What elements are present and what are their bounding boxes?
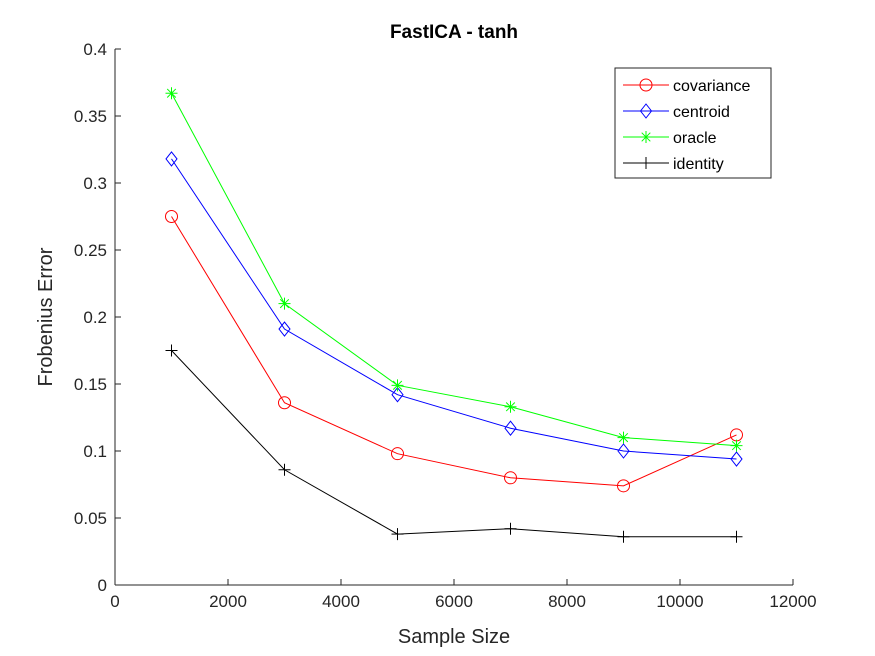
- y-tick-label: 0.15: [74, 375, 107, 394]
- data-point-oracle: [391, 379, 404, 392]
- legend-marker: [639, 78, 653, 92]
- data-point-covariance: [165, 210, 178, 223]
- data-point-centroid: [278, 321, 291, 337]
- x-tick-label: 12000: [769, 592, 816, 611]
- legend-item-identity: identity: [623, 156, 724, 173]
- series-layer: [165, 87, 743, 543]
- series-covariance: [165, 210, 743, 493]
- legend-marker: [639, 103, 653, 119]
- series-line-covariance: [171, 216, 737, 487]
- legend-label: covariance: [673, 78, 750, 95]
- data-point-oracle: [165, 87, 178, 100]
- data-point-covariance: [391, 447, 404, 461]
- legend-box: [614, 67, 772, 179]
- data-point-identity: [617, 530, 630, 543]
- data-point-centroid: [730, 451, 743, 467]
- data-point-covariance: [278, 396, 291, 410]
- data-point-identity: [391, 528, 404, 541]
- x-tick-label: 10000: [656, 592, 703, 611]
- data-point-oracle: [617, 431, 630, 444]
- series-line-oracle: [171, 92, 737, 447]
- legend: covariance centroid oracle identity: [614, 67, 772, 179]
- series-identity: [165, 344, 743, 543]
- data-point-identity: [278, 463, 291, 476]
- legend-item-covariance: covariance: [623, 78, 750, 95]
- x-tick-label: 2000: [209, 592, 247, 611]
- data-point-centroid: [165, 151, 178, 167]
- legend-label: oracle: [673, 130, 717, 147]
- data-point-identity: [730, 530, 743, 543]
- legend-item-centroid: centroid: [623, 103, 730, 121]
- legend-label: centroid: [673, 104, 730, 121]
- data-point-identity: [504, 522, 517, 535]
- y-tick-label: 0.1: [83, 442, 107, 461]
- axes: 0 2000 4000 6000 8000 10000 12000 0 0.05 0.1 0.15 0…: [74, 40, 817, 611]
- data-point-centroid: [391, 386, 404, 403]
- legend-marker: [640, 157, 652, 169]
- data-point-oracle: [504, 400, 517, 413]
- legend-label: identity: [673, 156, 724, 173]
- chart-title: FastICA - tanh: [390, 22, 518, 43]
- data-point-oracle: [278, 297, 291, 310]
- y-tick-label: 0.2: [83, 308, 107, 327]
- x-tick-label: 8000: [548, 592, 586, 611]
- data-point-centroid: [617, 443, 630, 459]
- data-point-oracle: [730, 439, 743, 452]
- y-tick-label: 0.25: [74, 241, 107, 260]
- x-axis-label: Sample Size: [398, 626, 510, 648]
- legend-marker: [640, 131, 652, 143]
- series-line-centroid: [171, 158, 737, 460]
- data-point-covariance: [617, 479, 630, 493]
- x-tick-label: 0: [110, 592, 119, 611]
- legend-item-oracle: oracle: [623, 130, 717, 147]
- x-tick-label: 6000: [435, 592, 473, 611]
- y-tick-label: 0.3: [83, 174, 107, 193]
- x-tick-label: 4000: [322, 592, 360, 611]
- series-centroid: [165, 151, 743, 467]
- y-axis-label: Frobenius Error: [35, 247, 57, 386]
- y-tick-label: 0.05: [74, 509, 107, 528]
- series-oracle: [165, 87, 743, 452]
- data-point-identity: [165, 344, 178, 357]
- data-point-covariance: [504, 471, 517, 485]
- y-tick-label: 0: [98, 576, 107, 595]
- series-line-identity: [171, 350, 737, 538]
- y-tick-label: 0.4: [83, 40, 107, 59]
- data-point-centroid: [504, 420, 517, 437]
- y-tick-label: 0.35: [74, 107, 107, 126]
